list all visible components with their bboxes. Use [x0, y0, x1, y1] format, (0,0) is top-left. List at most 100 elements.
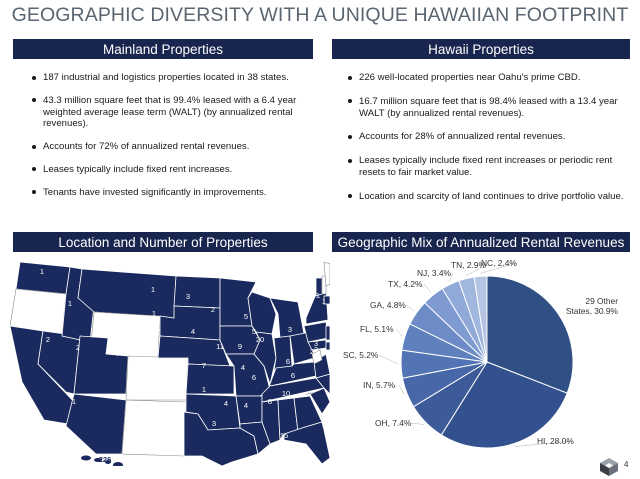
state-nm: [121, 399, 187, 457]
hawaii-bullet-list: 226 well-located properties near Oahu's …: [346, 72, 626, 215]
pie-data-label: SC, 5.2%: [343, 350, 379, 360]
map-count-label: 20: [256, 335, 264, 344]
map-count-label: 4: [241, 363, 245, 372]
map-count-label: 3: [314, 339, 318, 348]
cube-logo-icon: [600, 458, 618, 476]
state-il: [253, 331, 277, 386]
hawaii-island: [94, 458, 102, 462]
map-count-label: 4: [191, 327, 195, 336]
map-count-label: 6: [291, 371, 295, 380]
pie-leader-line: [378, 354, 399, 365]
state-nd: [173, 275, 221, 309]
map-count-label: 6: [286, 357, 290, 366]
pie-data-label: 29 Other States, 30.9%: [566, 296, 619, 316]
pie-leader-line: [423, 283, 432, 293]
state-wv: [311, 349, 323, 365]
map-count-label: 2: [46, 335, 50, 344]
hawaii-island: [81, 455, 91, 461]
hawaii-properties-header: Hawaii Properties: [332, 39, 630, 59]
pie-leader-line: [514, 440, 574, 447]
map-count-label: 7: [116, 349, 120, 358]
map-count-label: 8: [268, 397, 272, 406]
mainland-bullet: Leases typically include fixed rent incr…: [30, 164, 310, 176]
map-count-label: 9: [238, 342, 242, 351]
state-ny: [305, 289, 329, 325]
revenue-mix-pie-chart: 29 Other States, 30.9% HI, 28.0% OH, 7.4% IN…: [335, 254, 635, 454]
hawaii-bullet: Leases typically include fixed rent incr…: [346, 155, 626, 179]
mainland-bullet: 43.3 million square feet that is 99.4% l…: [30, 95, 310, 130]
map-count-label: 1: [151, 285, 155, 294]
location-map-header: Location and Number of Properties: [13, 232, 313, 252]
state-mt: [77, 268, 177, 319]
mainland-bullet: Tenants have invested significantly in i…: [30, 187, 310, 199]
map-count-label: 5: [244, 312, 248, 321]
pie-data-label: TN, 2.9%: [451, 260, 486, 270]
revenue-mix-header: Geographic Mix of Annualized Rental Reve…: [332, 232, 630, 252]
map-count-label: 4: [244, 401, 248, 410]
hawaii-bullet: Location and scarcity of land continues …: [346, 191, 626, 203]
mainland-bullet: 187 industrial and logistics properties …: [30, 72, 310, 84]
state-ms: [261, 399, 281, 445]
state-co: [125, 355, 189, 401]
map-count-label: 1: [72, 397, 76, 406]
pie-leader-line: [448, 272, 454, 282]
slide-title: GEOGRAPHIC DIVERSITY WITH A UNIQUE HAWAI…: [11, 4, 629, 26]
state-nc: [293, 373, 330, 399]
pie-slice: [473, 275, 488, 363]
state-de: [325, 341, 330, 351]
pie-data-label: TX, 4.2%: [388, 279, 423, 289]
state-nh: [321, 275, 327, 295]
pie-slice: [486, 275, 574, 394]
map-count-label: 7: [202, 361, 206, 370]
map-count-label: 11: [216, 342, 224, 351]
map-count-label: 5: [166, 359, 170, 368]
map-count-label: 1: [316, 291, 320, 300]
pie-leader-line: [398, 384, 405, 395]
mainland-bullet-list: 187 industrial and logistics properties …: [30, 72, 310, 210]
page-number: 4: [624, 460, 629, 469]
pie-data-label: NJ, 3.4%: [417, 268, 452, 278]
map-count-label: 10: [282, 389, 290, 398]
map-count-label: 1: [311, 292, 315, 301]
pie-leader-line: [480, 262, 518, 274]
state-fl: [283, 421, 330, 465]
state-me: [323, 261, 330, 287]
map-count-label: 1: [322, 297, 326, 306]
map-count-label: 11: [160, 415, 168, 424]
pie-data-label: NC, 2.4%: [481, 258, 517, 268]
map-count-label: 5: [252, 327, 256, 336]
mainland-properties-header: Mainland Properties: [13, 39, 313, 59]
hawaii-bullet: 226 well-located properties near Oahu's …: [346, 72, 626, 84]
hawaii-bullet: 16.7 million square feet that is 98.4% l…: [346, 96, 626, 120]
map-count-label: 15: [280, 431, 288, 440]
map-count-label: 2: [76, 343, 80, 352]
state-az: [65, 393, 127, 455]
pie-leader-line: [465, 264, 488, 276]
map-count-label: 1: [68, 299, 72, 308]
map-count-label: 3: [186, 292, 190, 301]
pie-data-label: HI, 28.0%: [537, 436, 574, 446]
map-count-label: 2: [211, 305, 215, 314]
state-ma: [323, 295, 330, 305]
map-count-label: 6: [171, 381, 175, 390]
hawaii-island: [113, 462, 123, 466]
pie-slice: [440, 361, 568, 449]
map-count-label: 3: [288, 325, 292, 334]
state-ks: [185, 363, 235, 395]
mainland-bullet: Accounts for 72% of annualized rental re…: [30, 141, 310, 153]
hawaii-island: [105, 460, 111, 464]
map-count-label: 2: [156, 327, 160, 336]
map-states: [9, 261, 330, 466]
state-ar: [235, 395, 263, 425]
pie-chart-svg: 29 Other States, 30.9% HI, 28.0% OH, 7.4% IN…: [343, 258, 619, 449]
hawaii-bullet: Accounts for 28% of annualized rental re…: [346, 131, 626, 143]
map-count-label: 1: [202, 385, 206, 394]
map-count-label: 2: [314, 345, 318, 354]
state-nj: [325, 325, 330, 341]
hawaii-count-label: 226: [99, 455, 112, 464]
pie-leader-line: [410, 422, 424, 425]
map-count-label: 1: [152, 309, 156, 318]
map-count-label: 6: [252, 373, 256, 382]
